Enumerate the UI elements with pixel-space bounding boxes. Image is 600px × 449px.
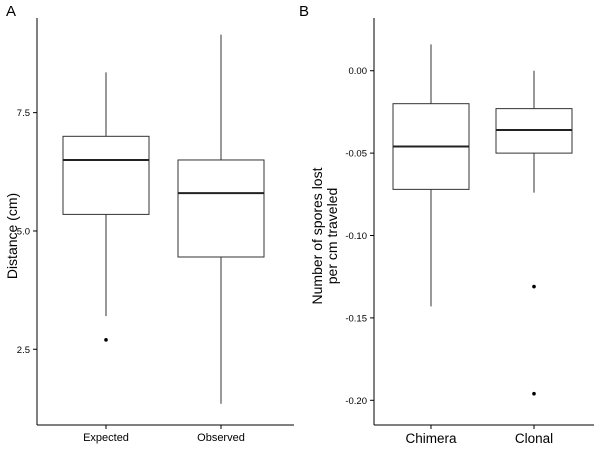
panel-b-boxes (392, 44, 573, 396)
panel-b-y-axis-title-line-1: Number of spores lost (309, 167, 325, 304)
panel-a-label: A (6, 3, 16, 20)
panel-a-y-ticks: 2.5 5.0 7.5 (17, 108, 37, 356)
panel-a-boxes (62, 34, 265, 404)
panel-b-x-ticks: Chimera Clonal (405, 425, 553, 446)
panel-a-y-tick-label: 7.5 (17, 108, 30, 119)
panel-a-expected-outlier-point (104, 338, 108, 342)
panel-b-y-ticks: 0.00 -0.05 -0.10 -0.15 -0.20 (345, 66, 374, 407)
panel-b-y-tick-label: 0.00 (349, 66, 368, 77)
panel-a-y-tick-label: 2.5 (17, 345, 30, 356)
panel-b: B Number of spores lost per cm traveled … (299, 3, 594, 446)
panel-a-x-ticks: Expected Observed (83, 425, 245, 444)
panel-b-y-tick-label: -0.20 (345, 396, 367, 407)
panel-b-clonal-outlier-point (532, 391, 536, 396)
panel-a-y-axis-title: Distance (cm) (4, 193, 20, 279)
panel-a-x-tick-label-expected: Expected (83, 432, 129, 444)
panel-b-label: B (299, 3, 309, 20)
panel-a-observed-box (177, 159, 265, 258)
panel-a: A Distance (cm) 2.5 5.0 7.5 Expected Observ… (4, 3, 294, 444)
panel-b-clonal-outlier-point (532, 284, 536, 289)
panel-a-x-tick-label-observed: Observed (197, 432, 245, 444)
panel-b-x-tick-label-chimera: Chimera (405, 431, 457, 446)
panel-b-y-tick-label: -0.15 (345, 313, 367, 324)
panel-a-expected-box (62, 135, 150, 215)
panel-b-y-axis-title-line-2: per cm traveled (324, 188, 340, 284)
panel-b-y-tick-label: -0.05 (345, 149, 367, 160)
panel-a-y-tick-label: 5.0 (17, 226, 30, 237)
panel-b-x-tick-label-clonal: Clonal (515, 431, 553, 446)
panel-b-y-tick-label: -0.10 (345, 231, 367, 242)
